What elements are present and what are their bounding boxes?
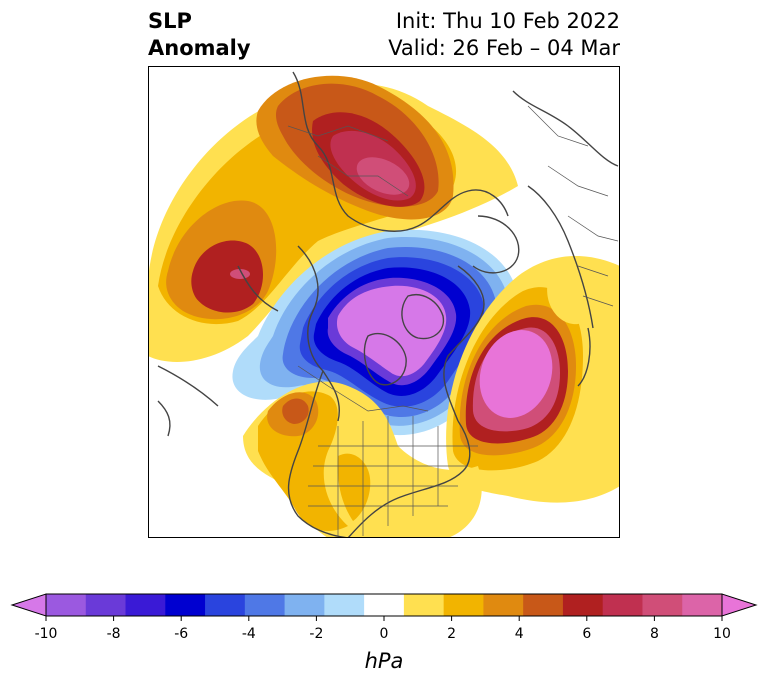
colorbar-tick-label: 8 bbox=[650, 626, 659, 642]
positive-anomaly-atlantic-core bbox=[479, 330, 553, 418]
positive-anomaly-pacific-core bbox=[230, 269, 250, 279]
positive-anomaly-siberia-core bbox=[356, 157, 410, 195]
colorbar-tick-label: -2 bbox=[309, 626, 323, 642]
colorbar-bin bbox=[244, 594, 286, 616]
colorbar-bin bbox=[125, 594, 166, 616]
title-dates: Init: Thu 10 Feb 2022 Valid: 26 Feb – 04… bbox=[388, 8, 620, 62]
slp-anomaly-map bbox=[148, 66, 620, 538]
colorbar-extend-max bbox=[721, 593, 758, 617]
colorbar-extend-min bbox=[10, 593, 47, 617]
colorbar-bin bbox=[284, 594, 325, 616]
colorbar-bin bbox=[682, 594, 723, 616]
colorbar-bin bbox=[523, 594, 564, 616]
colorbar-bin bbox=[403, 594, 445, 616]
colorbar-bin bbox=[324, 594, 365, 616]
colorbar-bin bbox=[602, 594, 643, 616]
colorbar-bins bbox=[10, 593, 758, 617]
colorbar-bin bbox=[205, 594, 246, 616]
colorbar-bin bbox=[483, 594, 524, 616]
colorbar-tick-label: -10 bbox=[35, 626, 58, 642]
coastlines bbox=[157, 71, 619, 538]
colorbar-bin bbox=[165, 594, 206, 616]
colorbar-bin bbox=[642, 594, 683, 616]
colorbar-tick-label: -6 bbox=[174, 626, 188, 642]
positive-anomaly-us-5 bbox=[337, 453, 371, 521]
positive-anomaly-pacific-4 bbox=[191, 240, 264, 313]
title-variable-line2: Anomaly bbox=[148, 36, 251, 60]
colorbar-bin bbox=[46, 594, 87, 616]
colorbar-ticks: -10 -8 -6 -4 -2 0 2 4 6 8 10 bbox=[35, 616, 731, 642]
colorbar-tick-label: -8 bbox=[107, 626, 121, 642]
colorbar: -10 -8 -6 -4 -2 0 2 4 6 8 10 hPa bbox=[10, 593, 758, 673]
positive-anomaly-europe bbox=[547, 267, 600, 325]
colorbar-bin bbox=[562, 594, 604, 616]
title-variable-line1: SLP bbox=[148, 9, 192, 33]
colorbar-bin bbox=[443, 594, 484, 616]
colorbar-tick-label: -4 bbox=[242, 626, 256, 642]
colorbar-bin bbox=[364, 594, 405, 616]
init-date: Init: Thu 10 Feb 2022 bbox=[395, 9, 620, 33]
title-variable: SLP Anomaly bbox=[148, 8, 251, 62]
colorbar-bin bbox=[85, 594, 127, 616]
colorbar-tick-label: 6 bbox=[582, 626, 591, 642]
political-borders bbox=[287, 105, 619, 536]
colorbar-tick-label: 10 bbox=[713, 626, 731, 642]
colorbar-tick-label: 2 bbox=[447, 626, 456, 642]
positive-anomaly-us-4 bbox=[282, 398, 309, 424]
valid-range: Valid: 26 Feb – 04 Mar bbox=[388, 36, 620, 60]
colorbar-tick-label: 4 bbox=[515, 626, 524, 642]
colorbar-tick-label: 0 bbox=[380, 626, 389, 642]
colorbar-unit-label: hPa bbox=[365, 649, 404, 673]
